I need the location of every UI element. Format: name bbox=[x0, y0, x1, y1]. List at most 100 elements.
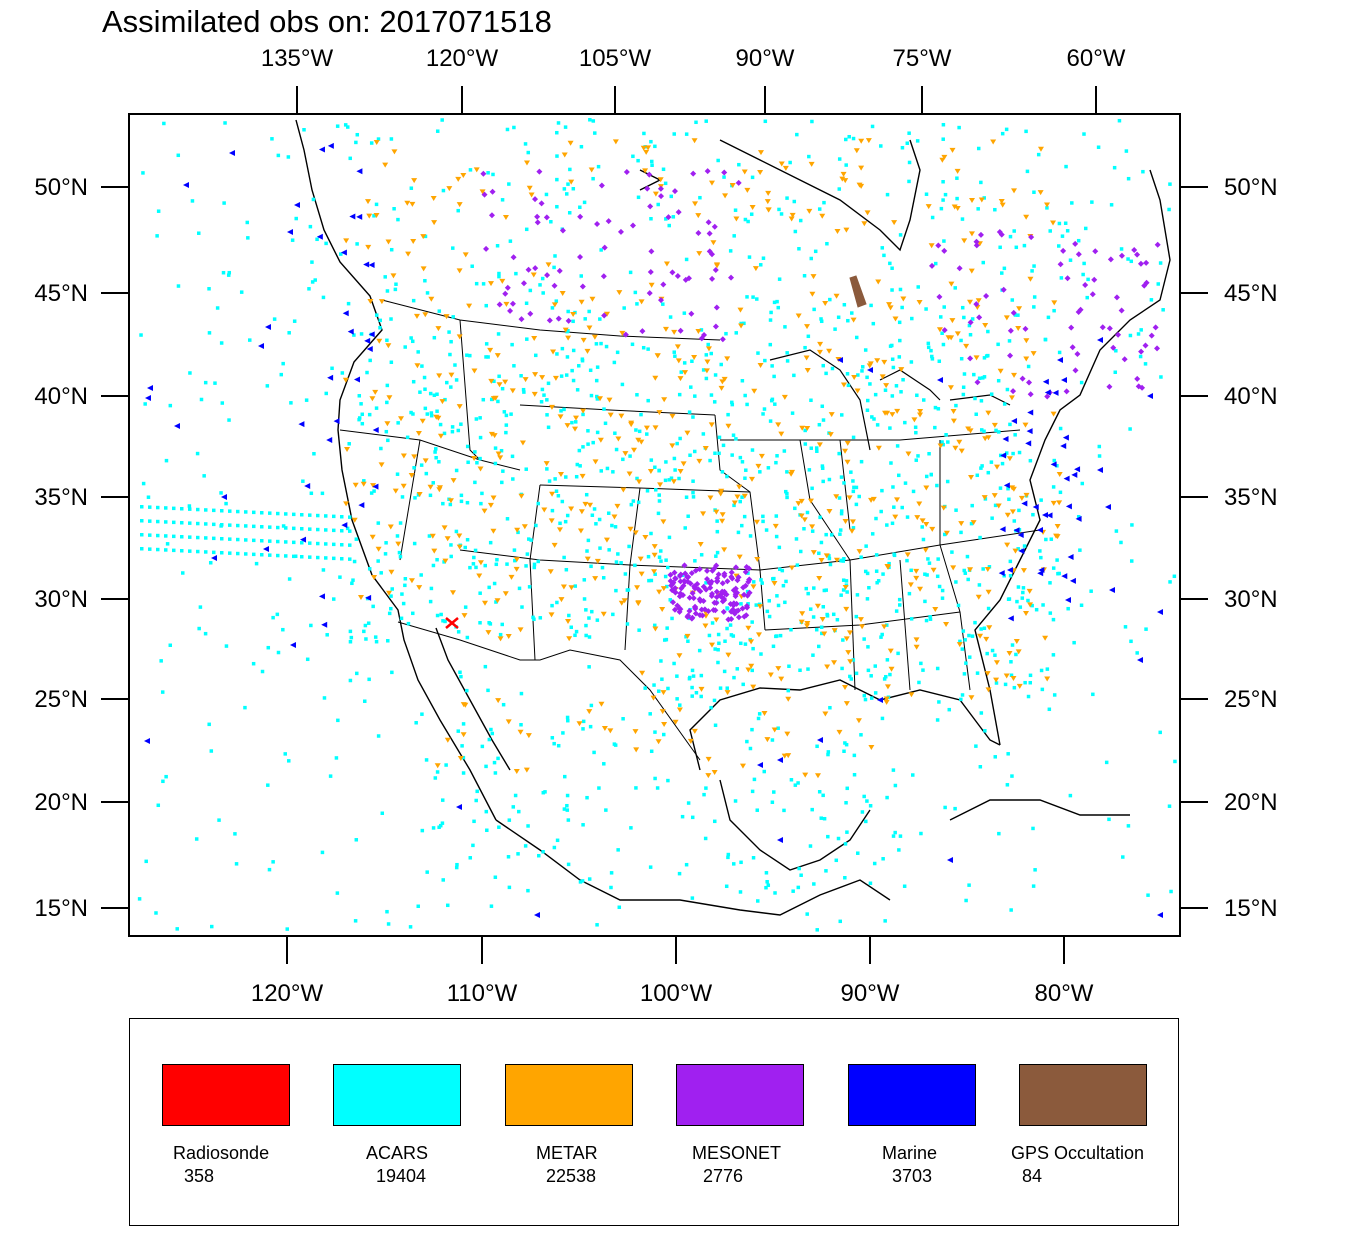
metar-obs-point bbox=[718, 385, 725, 391]
acars-obs-point bbox=[316, 555, 320, 560]
acars-obs-point bbox=[751, 856, 756, 860]
metar-obs-point bbox=[444, 737, 451, 743]
acars-obs-point bbox=[465, 353, 469, 357]
marine-obs-point bbox=[364, 337, 371, 344]
metar-obs-point bbox=[961, 238, 968, 244]
left-lat-label: 45°N bbox=[34, 280, 88, 307]
mesonet-obs-point bbox=[721, 169, 728, 176]
mesonet-obs-point bbox=[1068, 324, 1075, 331]
metar-obs-point bbox=[615, 436, 622, 442]
acars-obs-point bbox=[960, 693, 965, 697]
acars-obs-point bbox=[673, 354, 677, 358]
acars-obs-point bbox=[774, 514, 779, 518]
acars-obs-point bbox=[1156, 282, 1161, 286]
metar-obs-point bbox=[687, 738, 694, 744]
metar-obs-point bbox=[485, 630, 492, 636]
acars-obs-point bbox=[524, 301, 529, 306]
metar-obs-point bbox=[390, 273, 397, 279]
mesonet-obs-point bbox=[658, 297, 665, 304]
acars-obs-point bbox=[1028, 680, 1033, 685]
acars-obs-point bbox=[765, 880, 769, 884]
acars-obs-point bbox=[316, 541, 320, 546]
acars-obs-point bbox=[244, 552, 248, 556]
metar-obs-point bbox=[858, 165, 865, 171]
marine-obs-point bbox=[1052, 389, 1059, 396]
metar-obs-point bbox=[843, 606, 850, 612]
acars-obs-point bbox=[655, 786, 660, 790]
acars-obs-point bbox=[386, 922, 391, 926]
acars-obs-point bbox=[706, 342, 710, 347]
metar-obs-point bbox=[514, 527, 521, 533]
metar-obs-point bbox=[1050, 500, 1057, 506]
acars-obs-point bbox=[373, 635, 378, 639]
mesonet-obs-point bbox=[534, 219, 541, 226]
metar-obs-point bbox=[628, 422, 635, 428]
acars-obs-point bbox=[244, 524, 248, 528]
acars-obs-point bbox=[403, 583, 407, 588]
metar-obs-point bbox=[831, 628, 838, 634]
acars-obs-point bbox=[752, 777, 757, 782]
acars-obs-point bbox=[316, 527, 320, 532]
metar-obs-point bbox=[387, 524, 394, 530]
acars-obs-point bbox=[796, 781, 800, 785]
acars-obs-point bbox=[812, 307, 816, 312]
metar-obs-point bbox=[344, 447, 351, 453]
acars-obs-point bbox=[401, 601, 406, 606]
acars-obs-point bbox=[207, 331, 212, 335]
acars-obs-point bbox=[764, 871, 769, 875]
acars-obs-point bbox=[923, 599, 927, 604]
metar-obs-point bbox=[369, 534, 376, 540]
right-lat-label: 35°N bbox=[1224, 484, 1278, 511]
acars-obs-point bbox=[360, 421, 365, 426]
acars-obs-point bbox=[376, 137, 381, 141]
acars-obs-point bbox=[505, 517, 510, 521]
acars-obs-point bbox=[340, 543, 344, 547]
acars-obs-point bbox=[889, 461, 893, 465]
mesonet-obs-point bbox=[669, 269, 676, 276]
acars-obs-point bbox=[879, 144, 883, 148]
metar-obs-point bbox=[1008, 395, 1015, 401]
metar-obs-point bbox=[845, 650, 852, 656]
metar-obs-point bbox=[656, 589, 663, 595]
acars-obs-point bbox=[196, 535, 200, 540]
metar-obs-point bbox=[479, 189, 486, 195]
acars-obs-point bbox=[1032, 264, 1036, 268]
metar-obs-point bbox=[789, 212, 796, 218]
acars-obs-point bbox=[599, 341, 603, 346]
acars-obs-point bbox=[197, 231, 201, 235]
metar-obs-point bbox=[750, 684, 757, 690]
acars-obs-point bbox=[839, 558, 843, 563]
acars-obs-point bbox=[224, 501, 228, 506]
legend-swatch-gps-occultation bbox=[1019, 1064, 1147, 1126]
acars-obs-point bbox=[252, 552, 256, 557]
acars-obs-point bbox=[973, 620, 977, 625]
acars-obs-point bbox=[602, 407, 606, 411]
mesonet-obs-point bbox=[714, 577, 721, 584]
metar-obs-point bbox=[887, 305, 894, 311]
marine-obs-point bbox=[1007, 615, 1014, 622]
metar-obs-point bbox=[557, 414, 564, 420]
metar-obs-point bbox=[958, 521, 965, 527]
left-lat-label: 40°N bbox=[34, 383, 88, 410]
metar-obs-point bbox=[842, 684, 849, 690]
mesonet-obs-point bbox=[675, 209, 682, 216]
acars-obs-point bbox=[521, 387, 526, 392]
metar-obs-point bbox=[1022, 422, 1029, 428]
metar-obs-point bbox=[487, 347, 494, 353]
mesonet-obs-point bbox=[657, 185, 664, 192]
acars-obs-point bbox=[359, 402, 363, 406]
acars-obs-point bbox=[941, 342, 946, 347]
acars-obs-point bbox=[437, 309, 442, 313]
acars-obs-point bbox=[798, 549, 803, 554]
metar-obs-point bbox=[456, 202, 463, 208]
metar-obs-point bbox=[616, 290, 623, 296]
acars-obs-point bbox=[902, 884, 907, 888]
acars-obs-point bbox=[962, 372, 967, 376]
acars-obs-point bbox=[775, 594, 779, 598]
marine-obs-point bbox=[368, 262, 375, 269]
acars-obs-point bbox=[1009, 908, 1013, 912]
acars-obs-point bbox=[862, 693, 867, 698]
acars-obs-point bbox=[690, 685, 694, 690]
metar-obs-point bbox=[842, 518, 849, 524]
acars-obs-point bbox=[982, 356, 987, 360]
